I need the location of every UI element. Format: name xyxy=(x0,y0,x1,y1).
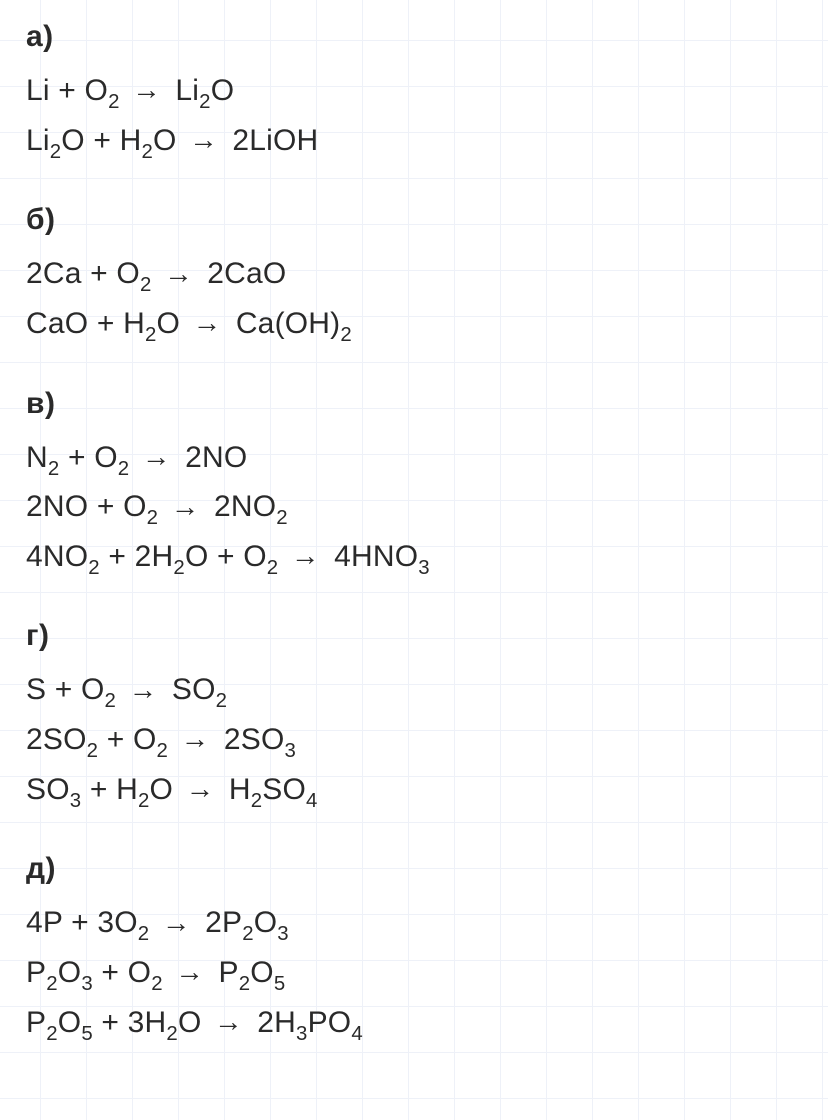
equation: S + O2 → SO2 xyxy=(26,667,802,717)
section: б) 2Ca + O2 → 2CaOCaO + H2O → Ca(OH)2 xyxy=(26,203,802,350)
reaction-arrow-icon: → xyxy=(129,668,158,712)
section-label: а) xyxy=(26,20,802,54)
equation: N2 + O2 → 2NO xyxy=(26,435,802,485)
reaction-arrow-icon: → xyxy=(142,435,171,479)
reaction-arrow-icon: → xyxy=(171,485,200,529)
equation: 2SO2 + O2 → 2SO3 xyxy=(26,717,802,767)
equation: Li2O + H2O → 2LiOH xyxy=(26,118,802,168)
equation: 2Ca + O2 → 2CaO xyxy=(26,251,802,301)
equation: 4P + 3O2 → 2P2O3 xyxy=(26,900,802,950)
equation: 2NO + O2 → 2NO2 xyxy=(26,484,802,534)
reaction-arrow-icon: → xyxy=(175,950,204,994)
section: г) S + O2 → SO22SO2 + O2 → 2SO3SO3 + H2O … xyxy=(26,619,802,816)
equation: Li + O2 → Li2O xyxy=(26,68,802,118)
equation: 4NO2 + 2H2O + O2 → 4HNO3 xyxy=(26,534,802,584)
equation: SO3 + H2O → H2SO4 xyxy=(26,767,802,817)
section: д) 4P + 3O2 → 2P2O3P2O3 + O2 → P2O5P2O5 +… xyxy=(26,852,802,1049)
reaction-arrow-icon: → xyxy=(189,118,218,162)
section-label: г) xyxy=(26,619,802,653)
section-label: в) xyxy=(26,387,802,421)
reaction-arrow-icon: → xyxy=(162,901,191,945)
equation: CaO + H2O → Ca(OH)2 xyxy=(26,301,802,351)
section: в) N2 + O2 → 2NO2NO + O2 → 2NO24NO2 + 2H2… xyxy=(26,387,802,584)
reaction-arrow-icon: → xyxy=(181,717,210,761)
reaction-arrow-icon: → xyxy=(186,767,215,811)
reaction-arrow-icon: → xyxy=(291,534,320,578)
equation: P2O3 + O2 → P2O5 xyxy=(26,950,802,1000)
section-label: д) xyxy=(26,852,802,886)
section: а) Li + O2 → Li2OLi2O + H2O → 2LiOH xyxy=(26,20,802,167)
section-label: б) xyxy=(26,203,802,237)
reaction-arrow-icon: → xyxy=(193,301,222,345)
reaction-arrow-icon: → xyxy=(132,68,161,112)
reaction-arrow-icon: → xyxy=(214,1000,243,1044)
reaction-arrow-icon: → xyxy=(164,252,193,296)
worksheet: а) Li + O2 → Li2OLi2O + H2O → 2LiOH б) 2Ca … xyxy=(26,20,802,1049)
equation: P2O5 + 3H2O → 2H3PO4 xyxy=(26,1000,802,1050)
